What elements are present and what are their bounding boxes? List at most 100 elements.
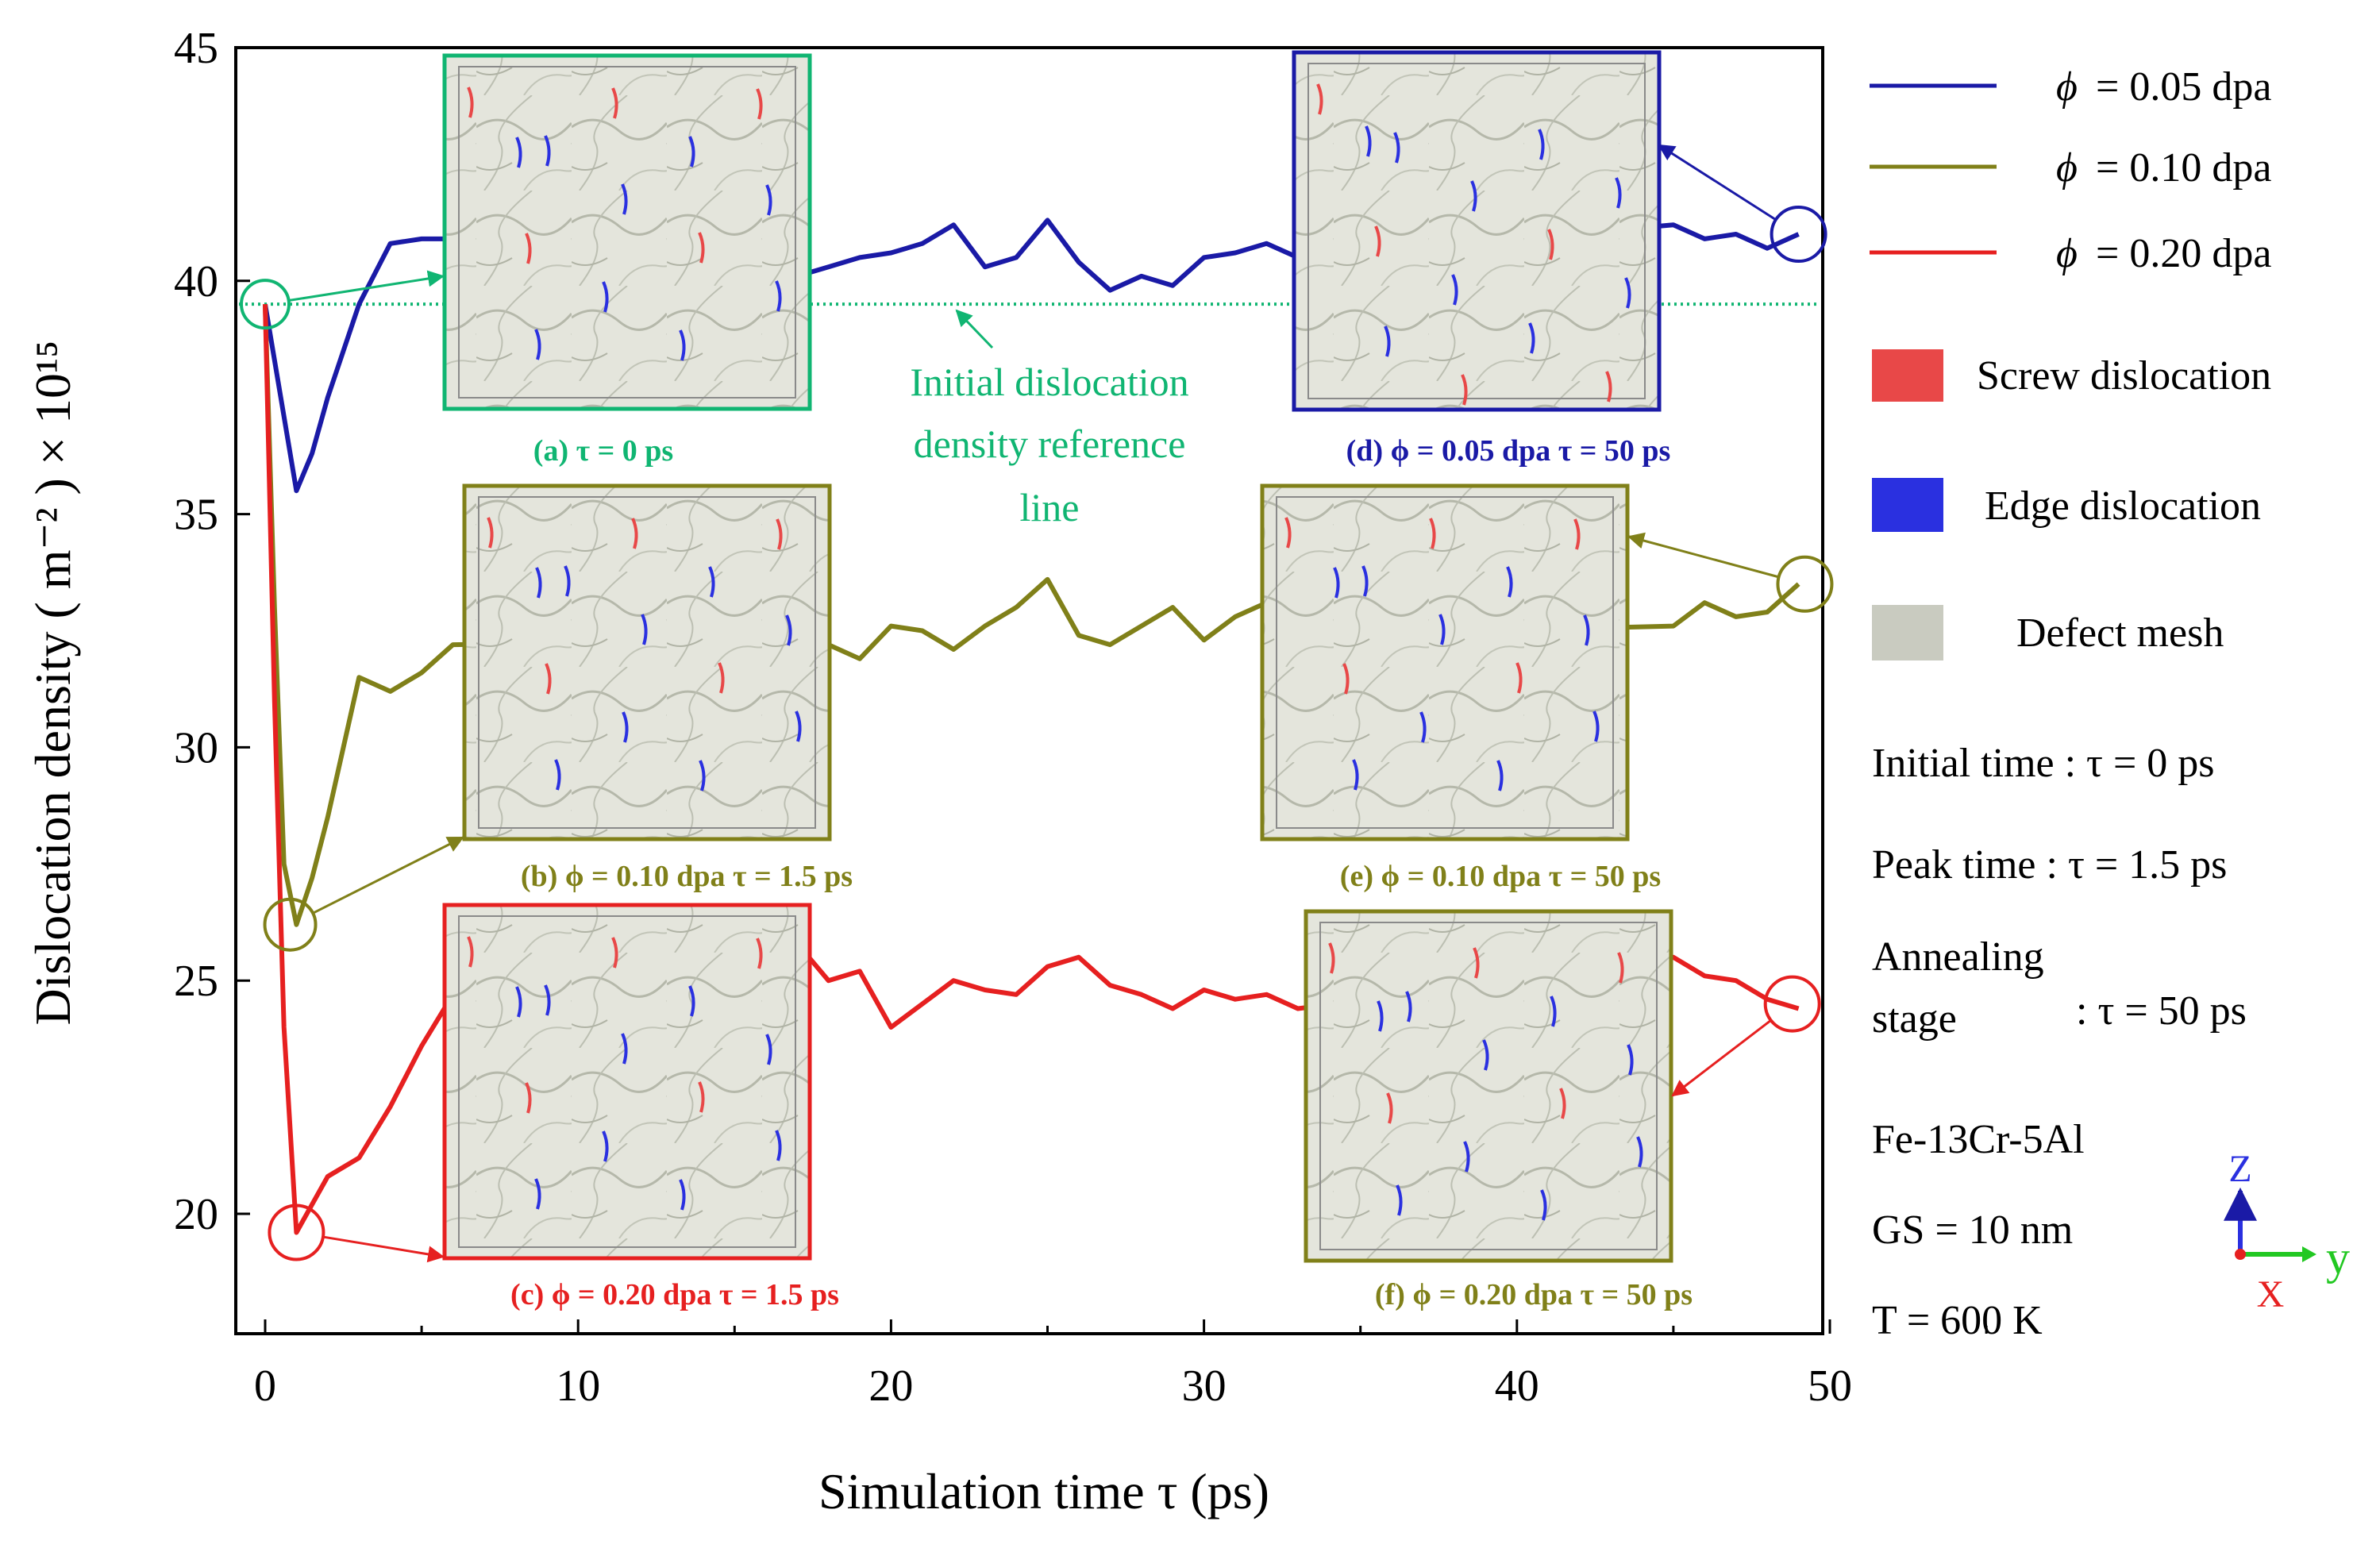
edge-dislocation-segment (535, 567, 542, 599)
inset-caption: (a) τ = 0 ps (533, 434, 673, 468)
edge-dislocation-segment (1496, 760, 1504, 791)
edge-dislocation-segment (534, 1178, 541, 1210)
reference-label-line3: line (1020, 485, 1080, 530)
screw-dislocation-segment (698, 232, 705, 264)
inset-frame (442, 53, 812, 411)
edge-dislocation-segment (515, 986, 522, 1018)
pointer-arrow (312, 836, 464, 915)
y-tick-label: 20 (174, 1190, 218, 1239)
edge-dislocation-segment (1393, 132, 1400, 164)
info-grain-size: GS = 10 nm (1872, 1207, 2073, 1253)
edge-dislocation-segment (1419, 711, 1427, 743)
triad-z-label: Z (2228, 1148, 2251, 1190)
edge-dislocation-segment (765, 1034, 772, 1065)
inset-frame (442, 903, 812, 1261)
legend-swatch-label: Screw dislocation (1977, 353, 2271, 399)
triad-x-label: X (2257, 1273, 2285, 1315)
plot-frame (234, 46, 1824, 1335)
legend-label: = 0.10 dpa (2096, 145, 2271, 191)
screw-dislocation-segment (698, 1081, 705, 1113)
pointer-circle (268, 1203, 325, 1261)
pointer-circle (1770, 206, 1827, 264)
edge-dislocation-segment (1352, 759, 1359, 791)
y-tick-label: 25 (174, 957, 218, 1006)
edge-dislocation-segment (621, 1033, 628, 1065)
x-tick-label: 50 (1808, 1361, 1852, 1411)
screw-dislocation-segment (1559, 1088, 1566, 1119)
screw-dislocation-segment (1473, 947, 1480, 979)
y-axis-ticks: 20 25 30 35 40 45 (174, 24, 250, 1239)
edge-dislocation-segment (1482, 1039, 1489, 1071)
pointer-arrow (1658, 144, 1777, 221)
legend-line-blue: ϕ = 0.05 dpa (1870, 64, 2271, 110)
pointer-arrow (322, 1235, 445, 1263)
pointer-010-end (1627, 532, 1834, 613)
screw-dislocation-segment (611, 937, 618, 969)
edge-dislocation-segment (1592, 711, 1600, 742)
edge-dislocation-segment (564, 565, 571, 597)
screw-dislocation-segment (1461, 374, 1468, 406)
screw-dislocation-segment (1429, 518, 1436, 549)
y-tick-label: 40 (174, 257, 218, 306)
inset-snapshot-c: (c) ϕ = 0.20 dpa τ = 1.5 ps (442, 903, 839, 1311)
edge-dislocation-segment (1333, 567, 1340, 599)
y-tick-label: 30 (174, 723, 218, 772)
edge-dislocation-segment (602, 281, 609, 313)
legend-label: = 0.05 dpa (2096, 64, 2271, 110)
legend-swatch-edge: Edge dislocation (1872, 478, 2261, 532)
edge-dislocation-segment (679, 1179, 686, 1211)
legend-swatch-mesh: Defect mesh (1872, 605, 2224, 660)
edge-dislocation-segment (1377, 1000, 1384, 1032)
screw-dislocation-segment (467, 87, 474, 118)
edge-dislocation-segment (1506, 566, 1513, 598)
inset-box-edge (478, 496, 816, 829)
edge-dislocation-segment (1463, 1141, 1470, 1173)
screw-dislocation-segment (1605, 371, 1612, 402)
edge-dislocation-segment (1627, 1044, 1634, 1076)
edge-dislocation-segment (1405, 991, 1412, 1022)
screw-dislocation-segment (525, 233, 532, 264)
edge-dislocation-segment (1384, 325, 1391, 357)
legend: ϕ = 0.05 dpa ϕ = 0.10 dpa ϕ = 0.20 dpa S… (1870, 64, 2271, 660)
pointer-020-peak (268, 1203, 445, 1263)
x-tick-label: 0 (254, 1361, 276, 1411)
x-axis-title: Simulation time τ (ps) (818, 1463, 1269, 1519)
info-annealing-value: : τ = 50 ps (2076, 988, 2247, 1034)
edge-dislocation-segment (544, 135, 551, 167)
inset-snapshot-a: (a) τ = 0 ps (442, 53, 812, 468)
inset-caption: (c) ϕ = 0.20 dpa τ = 1.5 ps (510, 1278, 839, 1311)
inset-caption: (d) ϕ = 0.05 dpa τ = 50 ps (1346, 434, 1671, 468)
screw-dislocation-segment (1316, 83, 1323, 115)
edge-dislocation-segment (641, 614, 648, 645)
pointer-arrow (1671, 1019, 1772, 1097)
inset-box-edge (458, 915, 796, 1248)
edge-dislocation-segment (699, 760, 706, 791)
legend-swatch-label: Edge dislocation (1985, 483, 2261, 529)
screw-dislocation-segment (1342, 663, 1350, 695)
screw-dislocation-segment (1617, 952, 1624, 984)
screw-dislocation-segment (631, 518, 638, 549)
inset-box-edge (1307, 63, 1646, 399)
pointer-arrow (288, 270, 445, 302)
edge-dislocation-segment (1438, 614, 1446, 645)
edge-dislocation-segment (775, 280, 782, 312)
edge-dislocation-segment (679, 329, 686, 361)
inset-snapshot-d: (d) ϕ = 0.05 dpa τ = 50 ps (1292, 50, 1671, 468)
edge-dislocation-segment (1396, 1184, 1403, 1216)
pointer-005-end (1658, 144, 1827, 264)
inset-frame (1304, 909, 1673, 1263)
edge-dislocation-segment (602, 1130, 609, 1162)
reference-arrow (955, 309, 994, 349)
edge-dislocation-segment (1470, 180, 1477, 212)
screw-dislocation-segment (756, 88, 763, 120)
reference-line-annotation: Initial dislocation density reference li… (910, 309, 1189, 530)
inset-frame (462, 483, 832, 841)
info-alloy: Fe-13Cr-5Al (1872, 1117, 2085, 1162)
pointer-arrow (1627, 532, 1780, 579)
edge-dislocation-segment (1540, 1189, 1547, 1221)
reference-label-line2: density reference (914, 422, 1186, 466)
info-temperature: T = 600 K (1872, 1298, 2043, 1343)
legend-phi-symbol: ϕ (2056, 231, 2078, 276)
simulation-info: Initial time : τ = 0 ps Peak time : τ = … (1872, 741, 2247, 1343)
